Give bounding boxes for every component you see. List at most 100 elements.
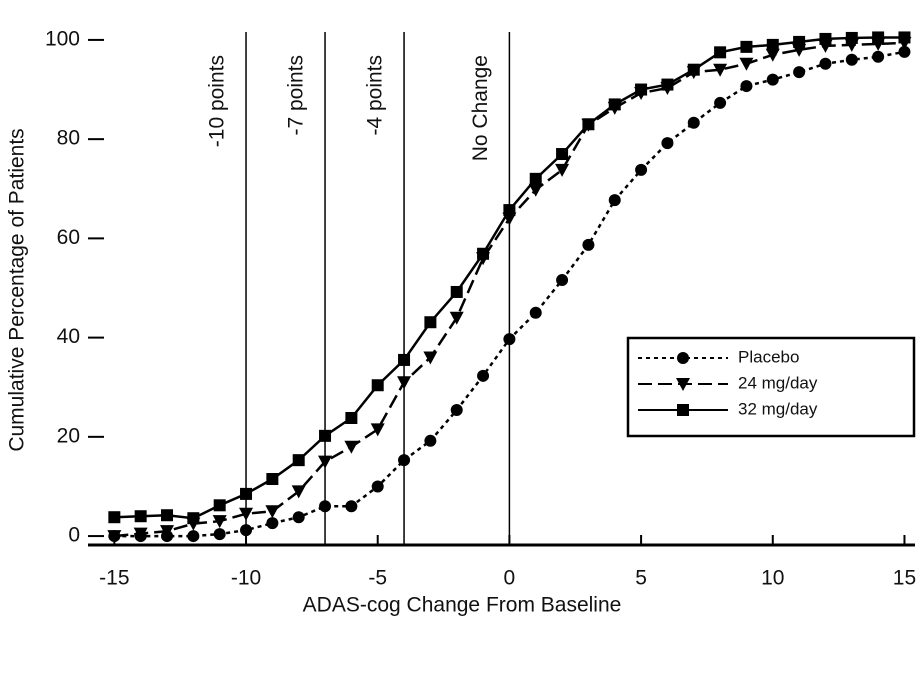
marker <box>397 376 412 390</box>
marker <box>266 473 279 486</box>
y-tick-label: 20 <box>57 424 80 447</box>
x-tick-label: 0 <box>504 567 516 590</box>
marker <box>134 510 147 523</box>
marker <box>582 118 595 131</box>
marker <box>266 517 279 530</box>
marker <box>292 454 305 467</box>
marker <box>187 530 200 543</box>
marker <box>503 204 516 217</box>
marker <box>212 515 227 529</box>
marker <box>398 454 411 467</box>
reference-label: -4 points <box>364 55 387 136</box>
y-axis-label: Cumulative Percentage of Patients <box>6 128 29 451</box>
marker <box>687 63 700 76</box>
marker <box>370 423 385 437</box>
marker <box>739 57 754 71</box>
marker <box>677 404 689 416</box>
x-tick-label: -15 <box>99 567 129 590</box>
legend-label: Placebo <box>738 347 799 366</box>
marker <box>424 316 437 329</box>
marker <box>160 525 175 539</box>
marker <box>661 78 674 91</box>
marker <box>345 500 358 513</box>
marker <box>713 63 728 77</box>
marker <box>676 378 690 391</box>
marker <box>292 511 305 524</box>
marker <box>872 31 885 44</box>
legend-box <box>626 336 916 438</box>
marker <box>845 53 858 66</box>
marker <box>108 511 121 524</box>
marker <box>556 148 569 161</box>
marker <box>608 98 621 111</box>
marker <box>872 50 885 63</box>
marker <box>687 116 700 129</box>
x-tick-label: 15 <box>893 567 916 590</box>
marker <box>240 524 253 537</box>
x-axis-label: ADAS-cog Change From Baseline <box>303 594 622 617</box>
marker <box>529 172 542 185</box>
y-tick-label: 80 <box>57 127 80 150</box>
marker <box>240 487 253 500</box>
marker <box>423 351 438 365</box>
marker <box>793 66 806 79</box>
marker <box>714 46 727 59</box>
marker <box>187 512 200 525</box>
marker <box>845 31 858 44</box>
marker <box>793 35 806 48</box>
marker <box>608 194 621 207</box>
marker <box>318 455 333 469</box>
y-tick-label: 0 <box>68 524 80 547</box>
marker <box>371 480 384 493</box>
marker <box>213 528 226 541</box>
marker <box>107 530 122 544</box>
x-tick-label: -10 <box>231 567 261 590</box>
marker <box>477 247 490 260</box>
marker <box>344 440 359 454</box>
marker <box>528 183 543 197</box>
reference-label: -7 points <box>285 55 308 136</box>
marker <box>582 238 595 251</box>
marker <box>345 411 358 424</box>
x-tick-label: -5 <box>368 567 387 590</box>
y-tick-label: 40 <box>57 325 80 348</box>
y-tick-label: 100 <box>45 27 80 50</box>
x-tick-label: 5 <box>635 567 647 590</box>
marker <box>503 333 516 346</box>
reference-label: No Change <box>469 55 492 161</box>
marker <box>740 80 753 93</box>
marker <box>450 404 463 417</box>
marker <box>291 485 306 499</box>
marker <box>424 434 437 447</box>
marker <box>398 353 411 366</box>
marker <box>740 40 753 53</box>
legend-label: 24 mg/day <box>738 373 818 392</box>
marker <box>133 527 148 541</box>
marker <box>766 73 779 86</box>
marker <box>477 369 490 382</box>
marker <box>898 45 911 58</box>
marker <box>555 163 570 177</box>
marker <box>239 507 254 521</box>
marker <box>450 285 463 298</box>
marker <box>714 96 727 109</box>
reference-label: -10 points <box>206 55 229 147</box>
marker <box>898 31 911 44</box>
marker <box>635 163 648 176</box>
marker <box>556 274 569 287</box>
marker <box>371 379 384 392</box>
marker <box>161 509 174 522</box>
marker <box>449 311 464 325</box>
marker <box>819 57 832 70</box>
marker <box>529 306 542 319</box>
marker <box>265 505 280 519</box>
legend-label: 32 mg/day <box>738 399 818 418</box>
marker <box>765 48 780 62</box>
marker <box>677 352 689 364</box>
y-tick-label: 60 <box>57 226 80 249</box>
marker <box>661 137 674 150</box>
marker <box>213 499 226 512</box>
x-tick-label: 10 <box>761 567 784 590</box>
